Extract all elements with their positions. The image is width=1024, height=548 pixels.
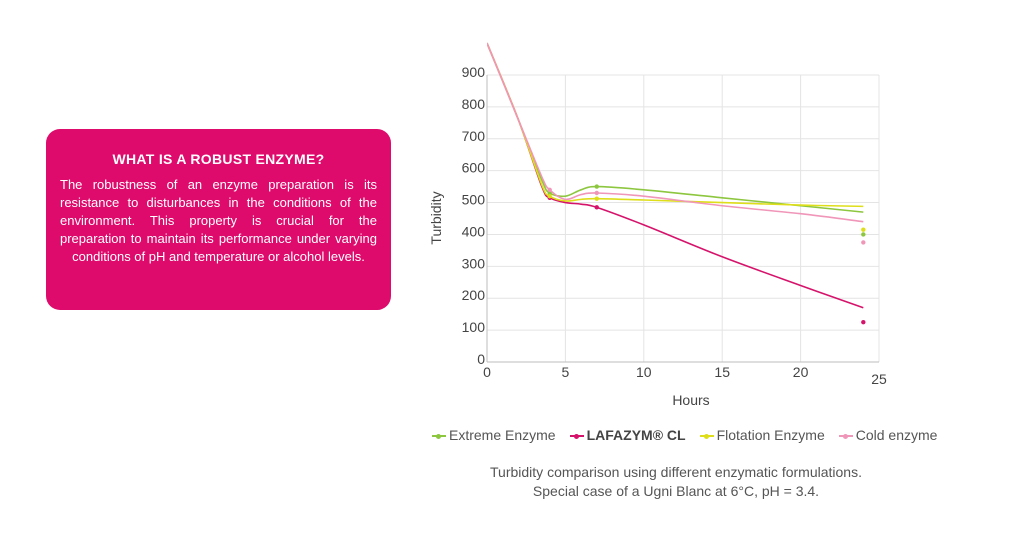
series-line-cold-enzyme: [487, 42, 864, 223]
data-point-lafazym-cl-1: [594, 205, 599, 210]
data-point-lafazym-cl-2: [861, 319, 866, 325]
series-line-flotation-enzyme: [487, 42, 864, 208]
legend-swatch-icon: [432, 430, 446, 440]
x-axis-label: Hours: [672, 392, 709, 408]
data-point-cold-enzyme-2: [861, 240, 866, 245]
legend-label: Flotation Enzyme: [716, 427, 825, 443]
legend-swatch-icon: [569, 430, 584, 440]
caption-line-1: Turbidity comparison using different enz…: [490, 464, 862, 480]
robust-enzyme-info-card: WHAT IS A ROBUST ENZYME? The robustness …: [46, 129, 391, 310]
y-tick-label-400: 400: [462, 223, 486, 239]
data-point-extreme-enzyme-2: [861, 232, 866, 237]
y-tick-label-500: 500: [462, 192, 486, 208]
y-tick-label-700: 700: [462, 128, 486, 144]
series-line-lafazym-cl: [487, 42, 864, 309]
legend-label: LAFAZYM® CL: [586, 427, 686, 443]
y-tick-label-800: 800: [462, 96, 486, 112]
y-tick-label-100: 100: [462, 319, 486, 335]
legend-swatch-icon: [699, 430, 714, 440]
data-point-flotation-enzyme-2: [861, 227, 866, 232]
data-point-cold-enzyme-1: [594, 190, 599, 196]
data-point-extreme-enzyme-1: [594, 184, 599, 189]
turbidity-line-chart: 0 100 200 300 400 500 600 700 800 900 0 5 10 15 20 25 Ho…: [428, 42, 887, 408]
data-point-flotation-enzyme-0: [547, 193, 552, 199]
legend-item-cold-enzyme: Cold enzyme: [838, 427, 938, 443]
y-tick-label-0: 0: [477, 351, 485, 367]
x-tick-label-10: 10: [636, 364, 652, 380]
y-axis-label: Turbidity: [428, 191, 444, 244]
caption-line-2: Special case of a Ugni Blanc at 6°C, pH …: [532, 483, 820, 499]
info-card-title: WHAT IS A ROBUST ENZYME?: [112, 151, 325, 167]
x-tick-label-15: 15: [714, 364, 730, 380]
legend-label: Cold enzyme: [855, 427, 938, 443]
y-tick-label-600: 600: [462, 160, 486, 176]
y-tick-label-900: 900: [462, 64, 486, 80]
legend-item-extreme-enzyme: Extreme Enzyme: [432, 427, 556, 443]
x-tick-label-5: 5: [562, 364, 570, 380]
y-tick-label-300: 300: [462, 255, 486, 271]
y-tick-label-200: 200: [462, 287, 486, 303]
x-tick-label-0: 0: [483, 364, 491, 380]
chart-caption: Turbidity comparison using different enz…: [456, 463, 896, 501]
legend-label: Extreme Enzyme: [449, 427, 556, 443]
legend-item-lafazym-cl: LAFAZYM® CL: [569, 427, 686, 443]
data-point-cold-enzyme-0: [547, 187, 552, 192]
x-tick-label-20: 20: [793, 364, 809, 380]
legend-swatch-icon: [838, 430, 853, 440]
data-point-flotation-enzyme-1: [594, 196, 599, 201]
chart-legend: Extreme Enzyme LAFAZYM® CL Flotation Enzym…: [432, 425, 972, 445]
x-tick-label-25: 25: [871, 371, 887, 387]
legend-item-flotation-enzyme: Flotation Enzyme: [699, 427, 825, 443]
info-card-body: The robustness of an enzyme preparation …: [60, 177, 377, 264]
